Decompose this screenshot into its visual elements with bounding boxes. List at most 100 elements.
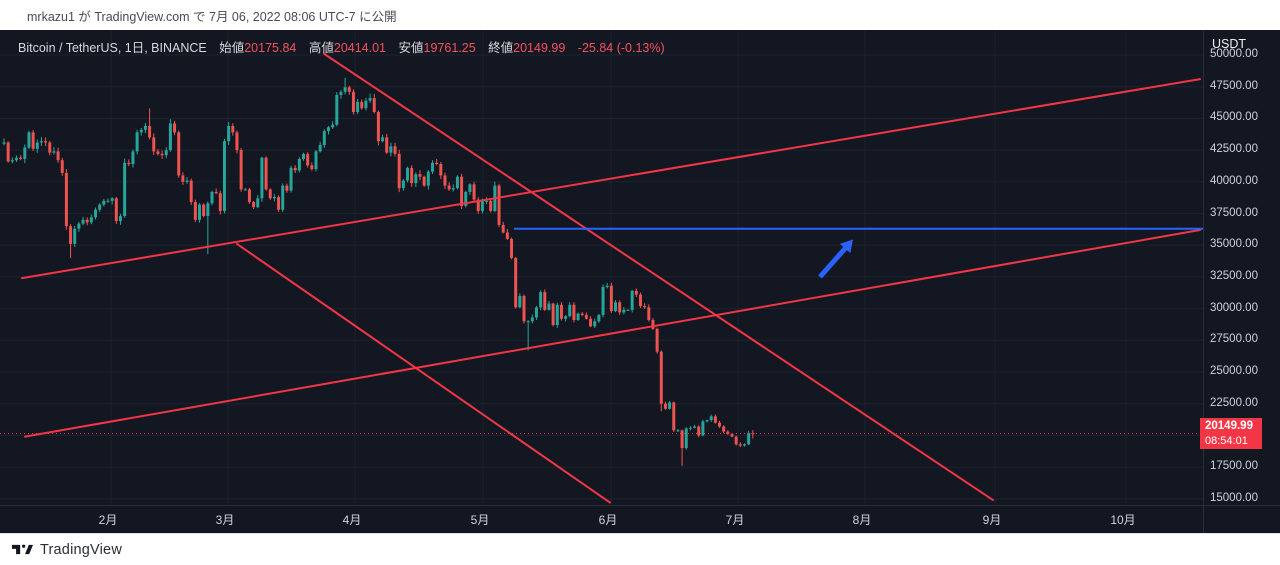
candle-body xyxy=(60,160,64,173)
candle-body xyxy=(551,303,555,326)
candle-body xyxy=(576,313,580,321)
chart-region: Bitcoin / TetherUS, 1日, BINANCE 始値20175.… xyxy=(0,30,1280,533)
candle-body xyxy=(568,304,572,317)
candle-body xyxy=(94,209,98,218)
candle-body xyxy=(514,257,518,308)
candle-body xyxy=(227,126,231,142)
candle-body xyxy=(306,153,310,166)
candle-body xyxy=(663,403,667,409)
candle-body xyxy=(89,217,93,223)
bar-countdown: 08:54:01 xyxy=(1205,434,1248,447)
candle-body xyxy=(31,132,35,149)
candle-body xyxy=(443,175,447,186)
candle-body xyxy=(297,158,301,171)
candle-wick xyxy=(20,155,22,161)
candle-body xyxy=(655,328,659,352)
candle-wick xyxy=(244,187,246,191)
candle-body xyxy=(81,219,85,224)
candlestick-chart[interactable] xyxy=(0,30,1280,533)
chart-legend[interactable]: Bitcoin / TetherUS, 1日, BINANCE 始値20175.… xyxy=(18,37,665,56)
candle-body xyxy=(356,101,360,113)
candle-body xyxy=(272,197,276,199)
candle-body xyxy=(164,150,168,156)
candle-body xyxy=(177,132,181,176)
candle-body xyxy=(510,238,514,258)
price-tick: 22500.00 xyxy=(1210,396,1258,409)
candle-body xyxy=(289,167,293,191)
candle-body xyxy=(381,137,385,142)
candle-body xyxy=(584,314,588,319)
candle-body xyxy=(239,150,243,190)
candle-body xyxy=(198,204,202,220)
month-label: 4月 xyxy=(342,513,362,527)
candle-body xyxy=(609,285,613,312)
candle-body xyxy=(505,232,509,239)
candle-body xyxy=(310,165,314,170)
candle-body xyxy=(52,151,56,153)
candle-body xyxy=(347,87,351,92)
price-tick: 25000.00 xyxy=(1210,365,1258,377)
candle-body xyxy=(368,98,372,101)
candle-body xyxy=(27,132,31,148)
candle-body xyxy=(497,185,501,225)
candle-body xyxy=(56,151,60,161)
candle-wick xyxy=(207,201,209,255)
candle-body xyxy=(48,142,52,153)
candle-wick xyxy=(215,188,217,195)
candle-body xyxy=(173,123,177,133)
close-label: 終値 xyxy=(488,41,514,55)
candle-body xyxy=(468,184,472,192)
candle-body xyxy=(472,184,476,200)
candle-body xyxy=(701,421,705,436)
month-label: 10月 xyxy=(1110,513,1136,527)
price-tick: 42500.00 xyxy=(1210,143,1258,156)
candle-body xyxy=(742,444,746,446)
candle-body xyxy=(14,157,18,161)
candle-body xyxy=(564,316,568,319)
candle-wick xyxy=(606,282,608,289)
candle-body xyxy=(522,295,526,322)
month-label: 6月 xyxy=(598,513,618,527)
candle-body xyxy=(2,142,6,144)
price-tick: 30000.00 xyxy=(1210,301,1258,314)
candle-body xyxy=(430,162,434,172)
blue-arrow-shaft xyxy=(818,244,849,279)
candle-body xyxy=(351,91,355,113)
candle-body xyxy=(185,180,189,182)
candle-body xyxy=(389,146,393,153)
candle-body xyxy=(489,200,493,211)
candle-body xyxy=(123,162,127,217)
candle-wick xyxy=(452,184,454,192)
low-label: 安値 xyxy=(398,41,424,55)
candle-body xyxy=(156,151,160,154)
candle-body xyxy=(6,142,10,162)
descending-trendline-long xyxy=(323,52,994,502)
candle-body xyxy=(618,302,622,313)
candle-body xyxy=(318,145,322,152)
candle-wick xyxy=(436,158,438,166)
candle-body xyxy=(680,430,684,449)
candle-body xyxy=(264,157,268,190)
candle-body xyxy=(98,204,102,210)
tradingview-logo-icon[interactable] xyxy=(12,541,33,558)
currency-label: USDT xyxy=(1212,37,1247,51)
candle-body xyxy=(659,351,663,404)
time-axis-border[interactable] xyxy=(0,505,1280,506)
price-axis-border[interactable] xyxy=(1203,30,1204,533)
candle-body xyxy=(668,402,672,409)
month-label: 5月 xyxy=(470,513,490,527)
candle-body xyxy=(44,141,48,143)
candle-body xyxy=(406,167,410,181)
candle-body xyxy=(268,189,272,199)
candle-body xyxy=(252,202,256,208)
ascending-support-lower xyxy=(24,228,1201,438)
candle-body xyxy=(285,185,289,191)
candle-body xyxy=(39,141,43,143)
candle-body xyxy=(23,147,27,159)
candle-body xyxy=(734,436,738,445)
candle-body xyxy=(364,100,368,109)
candle-body xyxy=(102,200,106,205)
candle-wick xyxy=(344,77,346,95)
candle-body xyxy=(322,131,326,146)
price-tick: 32500.00 xyxy=(1210,269,1258,282)
